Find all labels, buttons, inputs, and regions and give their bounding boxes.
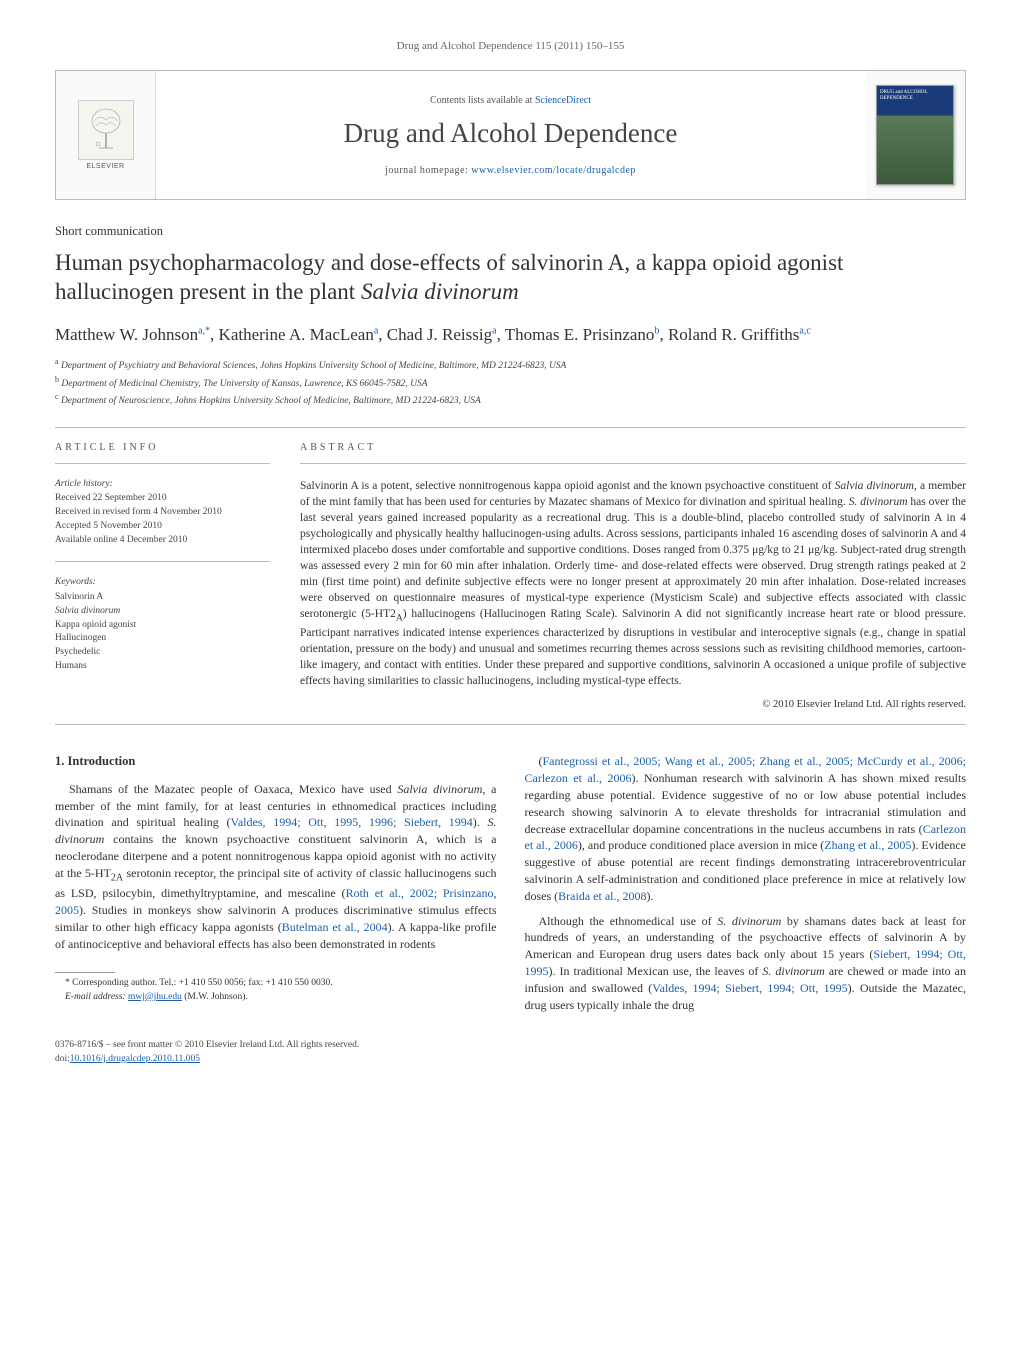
divider-bottom — [55, 724, 966, 725]
email-suffix: (M.W. Johnson). — [182, 992, 248, 1002]
affiliations: a Department of Psychiatry and Behaviora… — [55, 356, 966, 408]
article-title: Human psychopharmacology and dose-effect… — [55, 249, 966, 307]
contents-prefix: Contents lists available at — [430, 95, 535, 106]
abstract-text: Salvinorin A is a potent, selective nonn… — [300, 478, 966, 690]
keyword-line: Humans — [55, 660, 270, 674]
info-divider — [55, 463, 270, 464]
corr-line: * Corresponding author. Tel.: +1 410 550… — [55, 977, 497, 990]
body-left-column: 1. Introduction Shamans of the Mazatec p… — [55, 753, 497, 1021]
cover-title: DRUG and ALCOHOL DEPENDENCE — [880, 90, 950, 102]
abstract-divider — [300, 463, 966, 464]
affiliation-line: c Department of Neuroscience, Johns Hopk… — [55, 391, 966, 408]
corresponding-author-footnote: * Corresponding author. Tel.: +1 410 550… — [55, 977, 497, 1004]
publisher-logo-cell: ELSEVIER — [56, 71, 156, 199]
sciencedirect-link[interactable]: ScienceDirect — [535, 95, 591, 106]
intro-paragraph-3: Although the ethnomedical use of S. divi… — [525, 913, 967, 1014]
page-footer: 0376-8716/$ – see front matter © 2010 El… — [55, 1039, 966, 1066]
corr-email-link[interactable]: mwj@jhu.edu — [128, 992, 182, 1002]
abstract-label: abstract — [300, 442, 966, 453]
section-heading-intro: 1. Introduction — [55, 753, 497, 771]
article-type: Short communication — [55, 224, 966, 239]
affiliation-line: a Department of Psychiatry and Behaviora… — [55, 356, 966, 373]
doi-link[interactable]: 10.1016/j.drugalcdep.2010.11.005 — [70, 1054, 200, 1064]
journal-cover-cell: DRUG and ALCOHOL DEPENDENCE — [865, 71, 965, 199]
info-divider-2 — [55, 561, 270, 562]
journal-cover-thumbnail: DRUG and ALCOHOL DEPENDENCE — [876, 85, 954, 185]
keyword-line: Salvinorin A — [55, 591, 270, 605]
elsevier-tree-icon — [78, 100, 134, 160]
doi-line: doi:10.1016/j.drugalcdep.2010.11.005 — [55, 1053, 966, 1066]
homepage-prefix: journal homepage: — [385, 165, 471, 176]
email-line: E-mail address: mwj@jhu.edu (M.W. Johnso… — [55, 991, 497, 1004]
title-italic-species: Salvia divinorum — [361, 279, 519, 304]
history-line: Received in revised form 4 November 2010 — [55, 506, 270, 520]
front-matter-line: 0376-8716/$ – see front matter © 2010 El… — [55, 1039, 966, 1052]
abstract-copyright: © 2010 Elsevier Ireland Ltd. All rights … — [300, 699, 966, 710]
abstract-column: abstract Salvinorin A is a potent, selec… — [300, 442, 966, 711]
keywords-block: Keywords: Salvinorin ASalvia divinorumKa… — [55, 576, 270, 673]
divider-top — [55, 427, 966, 428]
journal-masthead: ELSEVIER Contents lists available at Sci… — [55, 70, 966, 200]
footnote-rule — [55, 972, 115, 973]
history-line: Received 22 September 2010 — [55, 492, 270, 506]
journal-homepage-link[interactable]: www.elsevier.com/locate/drugalcdep — [471, 165, 636, 176]
body-right-column: (Fantegrossi et al., 2005; Wang et al., … — [525, 753, 967, 1021]
running-head: Drug and Alcohol Dependence 115 (2011) 1… — [55, 40, 966, 52]
journal-homepage-line: journal homepage: www.elsevier.com/locat… — [385, 165, 636, 176]
keyword-line: Psychedelic — [55, 646, 270, 660]
publisher-label: ELSEVIER — [86, 163, 124, 170]
masthead-center: Contents lists available at ScienceDirec… — [156, 71, 865, 199]
keyword-line: Hallucinogen — [55, 632, 270, 646]
keywords-title: Keywords: — [55, 576, 270, 590]
article-info-column: article info Article history: Received 2… — [55, 442, 270, 711]
journal-name: Drug and Alcohol Dependence — [344, 118, 678, 149]
author-list: Matthew W. Johnsona,*, Katherine A. MacL… — [55, 323, 966, 347]
history-line: Available online 4 December 2010 — [55, 534, 270, 548]
intro-paragraph-1: Shamans of the Mazatec people of Oaxaca,… — [55, 781, 497, 953]
email-label: E-mail address: — [65, 992, 128, 1002]
elsevier-logo: ELSEVIER — [71, 90, 141, 180]
contents-available-line: Contents lists available at ScienceDirec… — [430, 95, 591, 106]
article-history: Article history: Received 22 September 2… — [55, 478, 270, 548]
keyword-line: Kappa opioid agonist — [55, 619, 270, 633]
doi-prefix: doi: — [55, 1054, 70, 1064]
affiliation-line: b Department of Medicinal Chemistry, The… — [55, 374, 966, 391]
history-title: Article history: — [55, 478, 270, 492]
article-info-label: article info — [55, 442, 270, 453]
intro-paragraph-2: (Fantegrossi et al., 2005; Wang et al., … — [525, 753, 967, 904]
keyword-line: Salvia divinorum — [55, 605, 270, 619]
history-line: Accepted 5 November 2010 — [55, 520, 270, 534]
